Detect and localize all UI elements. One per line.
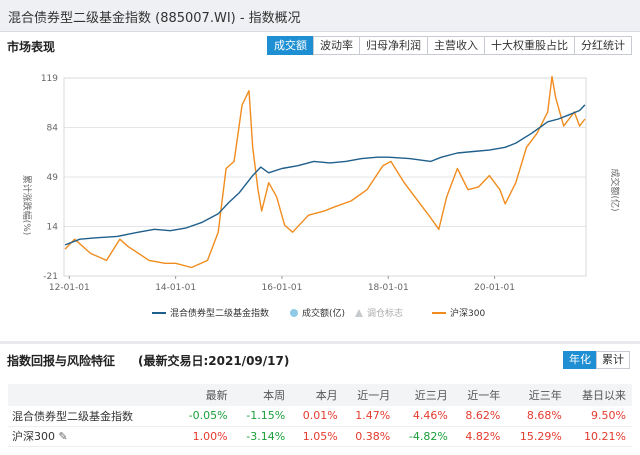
cell-5: 4.82% xyxy=(453,426,507,447)
col-header-7: 基日以来 xyxy=(567,384,632,406)
tab-0[interactable]: 成交额 xyxy=(267,36,314,55)
window-titlebar: 混合债券型二级基金指数 (885007.WI) - 指数概况 xyxy=(0,0,640,32)
market-tabs: 成交额 波动率 归母净利润 主营收入 十大权重股占比 分红统计 xyxy=(267,36,632,55)
y-tick-label: 14 xyxy=(47,223,59,233)
cell-7: 9.50% xyxy=(567,406,632,427)
tab-3[interactable]: 主营收入 xyxy=(427,36,485,55)
tab-5[interactable]: 分红统计 xyxy=(574,36,632,55)
market-header-label: 市场表现 xyxy=(7,40,56,54)
tab-2[interactable]: 归母净利润 xyxy=(359,36,428,55)
returns-toggle-1[interactable]: 累计 xyxy=(596,351,630,369)
returns-toggle-0[interactable]: 年化 xyxy=(563,351,597,369)
y-tick-label: 84 xyxy=(47,124,59,134)
returns-header-label: 指数回报与风险特征 xyxy=(7,354,116,368)
col-header-name xyxy=(8,384,176,406)
market-section-header: 市场表现 xyxy=(0,34,640,58)
x-tick-label: 18-01-01 xyxy=(368,283,409,293)
cell-3: 1.47% xyxy=(343,406,397,427)
table-row: 沪深300 ✎ 1.00% -3.14% 1.05% 0.38% -4.82% 4.82% 1… xyxy=(8,426,632,447)
cell-5: 8.62% xyxy=(453,406,507,427)
x-tick-label: 20-01-01 xyxy=(474,283,515,293)
row-name: 沪深300 ✎ xyxy=(8,426,176,447)
section-divider xyxy=(0,341,640,344)
cell-4: 4.46% xyxy=(396,406,454,427)
row-name: 混合债券型二级基金指数 xyxy=(8,406,176,427)
market-chart: -21 14 49 84 119 12-01-01 14-01-01 16-01-01 18-… xyxy=(0,60,640,335)
cell-7: 10.21% xyxy=(567,426,632,447)
returns-date: (最新交易日:2021/09/17) xyxy=(138,354,290,368)
col-header-2: 本月 xyxy=(291,384,344,406)
cell-6: 15.29% xyxy=(506,426,568,447)
returns-table-header: 最新 本周 本月 近一月 近三月 近一年 近三年 基日以来 xyxy=(8,384,632,406)
col-header-0: 最新 xyxy=(175,384,234,406)
legend-swatch-rebalance xyxy=(355,309,363,317)
returns-mode-toggle: 年化 累计 xyxy=(563,351,630,369)
series-line-1 xyxy=(64,75,586,269)
legend-label-volume: 成交额(亿) xyxy=(302,307,345,319)
edit-icon[interactable]: ✎ xyxy=(55,430,68,443)
table-row: 混合债券型二级基金指数 -0.05% -1.15% 0.01% 1.47% 4.46% 8.… xyxy=(8,406,632,427)
chart-y2label: 成交额(亿) xyxy=(609,168,621,211)
returns-table: 最新 本周 本月 近一月 近三月 近一年 近三年 基日以来 混合债券型二级基金指数 -0.05%… xyxy=(8,384,632,447)
x-tick-label: 12-01-01 xyxy=(49,283,90,293)
cell-6: 8.68% xyxy=(506,406,568,427)
plot-frame xyxy=(63,77,587,277)
col-header-1: 本周 xyxy=(233,384,292,406)
window-title: 混合债券型二级基金指数 (885007.WI) - 指数概况 xyxy=(8,11,301,26)
y-tick-label: 49 xyxy=(47,173,59,183)
col-header-6: 近三年 xyxy=(506,384,568,406)
cell-2: 1.05% xyxy=(291,426,344,447)
legend-swatch-volume xyxy=(290,309,298,317)
legend-label-hs300: 沪深300 xyxy=(450,307,485,319)
cell-0: 1.00% xyxy=(175,426,234,447)
series-line-0 xyxy=(64,104,586,246)
tab-1[interactable]: 波动率 xyxy=(313,36,360,55)
cell-1: -3.14% xyxy=(233,426,292,447)
cell-4: -4.82% xyxy=(396,426,454,447)
y-tick-label: 119 xyxy=(41,74,58,84)
col-header-4: 近三月 xyxy=(396,384,454,406)
chart-svg: -21 14 49 84 119 12-01-01 14-01-01 16-01-01 18-… xyxy=(21,74,621,319)
cell-2: 0.01% xyxy=(291,406,344,427)
cell-3: 0.38% xyxy=(343,426,397,447)
col-header-5: 近一年 xyxy=(453,384,507,406)
cell-1: -1.15% xyxy=(233,406,292,427)
y-tick-label: -21 xyxy=(43,272,58,282)
x-tick-label: 14-01-01 xyxy=(155,283,196,293)
col-header-3: 近一月 xyxy=(343,384,397,406)
legend-label-rebalance: 调仓标志 xyxy=(367,307,403,319)
tab-4[interactable]: 十大权重股占比 xyxy=(484,36,575,55)
chart-ylabel: 累计涨跌幅(%) xyxy=(21,175,33,236)
cell-0: -0.05% xyxy=(175,406,234,427)
legend-label-fund: 混合债券型二级基金指数 xyxy=(170,307,269,319)
x-tick-label: 16-01-01 xyxy=(262,283,303,293)
returns-section-header: 指数回报与风险特征 (最新交易日:2021/09/17) xyxy=(0,348,640,372)
